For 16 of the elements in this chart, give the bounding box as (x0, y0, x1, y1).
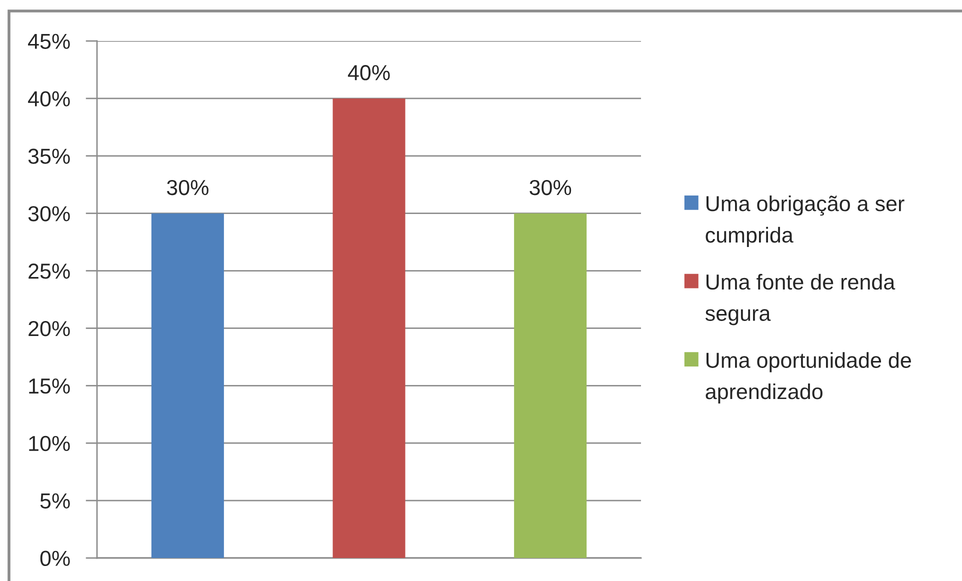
legend-label: Uma obrigação a ser cumprida (706, 195, 904, 247)
data-label: 30% (166, 180, 208, 196)
y-tick-label: 15% (29, 378, 70, 394)
y-tick-label: 5% (40, 493, 70, 509)
y-tick-label: 0% (40, 550, 70, 566)
y-tick-label: 35% (28, 148, 70, 164)
legend-label: Uma fonte de renda segura (705, 274, 896, 326)
y-tick-label: 40% (28, 91, 70, 106)
y-tick-label: 10% (29, 436, 70, 452)
y-tick-label: 30% (28, 206, 70, 222)
data-label: 30% (530, 180, 572, 196)
data-label: 40% (348, 65, 390, 80)
y-tick-label: 25% (28, 264, 70, 279)
legend-label: Uma oportunidade de aprendizado (706, 352, 911, 404)
y-tick-label: 45% (28, 34, 70, 50)
y-tick-label: 20% (28, 320, 70, 336)
